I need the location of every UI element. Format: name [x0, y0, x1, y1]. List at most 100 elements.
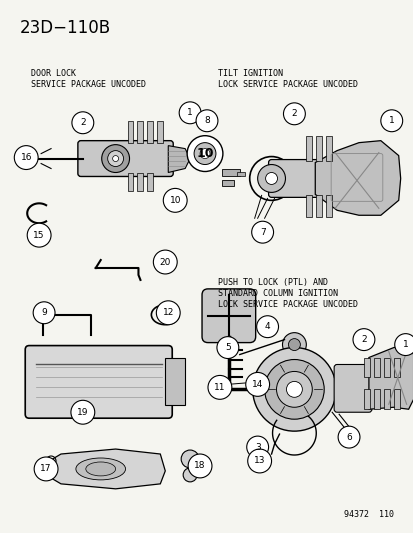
Circle shape: [112, 156, 118, 161]
Circle shape: [394, 334, 413, 356]
FancyBboxPatch shape: [202, 289, 255, 343]
Circle shape: [153, 250, 177, 274]
Text: 11: 11: [214, 383, 225, 392]
Text: 8: 8: [204, 116, 209, 125]
Bar: [137, 121, 143, 143]
Circle shape: [247, 449, 271, 473]
FancyBboxPatch shape: [333, 365, 371, 412]
Text: 19: 19: [77, 408, 88, 417]
Circle shape: [257, 165, 285, 192]
Circle shape: [264, 360, 323, 419]
Circle shape: [183, 468, 197, 482]
Bar: [325, 136, 331, 160]
Circle shape: [188, 454, 211, 478]
Bar: [316, 136, 321, 160]
Polygon shape: [39, 449, 165, 489]
Text: 23D−110B: 23D−110B: [19, 19, 110, 37]
Circle shape: [352, 329, 374, 351]
Text: 18: 18: [194, 462, 205, 471]
Circle shape: [207, 375, 231, 399]
Circle shape: [252, 348, 335, 431]
Text: 1: 1: [388, 116, 394, 125]
FancyBboxPatch shape: [25, 345, 172, 418]
Circle shape: [282, 333, 306, 357]
Bar: [137, 173, 143, 191]
Circle shape: [337, 426, 359, 448]
Bar: [147, 121, 153, 143]
Text: 2: 2: [80, 118, 85, 127]
Circle shape: [256, 316, 278, 337]
Text: 2: 2: [291, 109, 297, 118]
Text: 1: 1: [402, 340, 408, 349]
Bar: [165, 358, 185, 405]
Bar: [157, 121, 163, 143]
Circle shape: [380, 110, 402, 132]
Bar: [383, 358, 389, 377]
Text: 14: 14: [252, 380, 263, 389]
Circle shape: [251, 221, 273, 243]
Circle shape: [288, 338, 300, 351]
Circle shape: [156, 301, 180, 325]
Text: 13: 13: [253, 456, 265, 465]
Bar: [221, 181, 233, 187]
Circle shape: [102, 144, 129, 173]
Text: 94372  110: 94372 110: [343, 510, 393, 519]
Circle shape: [199, 149, 209, 158]
Text: 4: 4: [264, 322, 270, 331]
Bar: [363, 389, 369, 409]
Circle shape: [216, 337, 238, 359]
Circle shape: [265, 173, 277, 184]
Text: 1: 1: [187, 108, 192, 117]
Polygon shape: [168, 146, 190, 173]
Circle shape: [24, 154, 34, 164]
Circle shape: [245, 373, 269, 397]
Text: TILT IGNITION: TILT IGNITION: [217, 69, 282, 78]
Bar: [373, 389, 379, 409]
FancyBboxPatch shape: [78, 141, 173, 176]
Circle shape: [187, 136, 222, 172]
Text: 15: 15: [33, 231, 45, 240]
Text: 2: 2: [360, 335, 366, 344]
Text: 6: 6: [345, 433, 351, 442]
FancyBboxPatch shape: [268, 159, 318, 197]
Circle shape: [181, 450, 199, 468]
Circle shape: [27, 223, 51, 247]
Polygon shape: [368, 345, 413, 409]
Text: 17: 17: [40, 464, 52, 473]
Circle shape: [33, 302, 55, 324]
Bar: [221, 168, 239, 176]
Bar: [383, 389, 389, 409]
Bar: [236, 173, 244, 176]
Text: SERVICE PACKAGE UNCODED: SERVICE PACKAGE UNCODED: [31, 80, 146, 89]
Circle shape: [179, 102, 201, 124]
Bar: [373, 358, 379, 377]
Bar: [325, 196, 331, 217]
Text: DOOR LOCK: DOOR LOCK: [31, 69, 76, 78]
Polygon shape: [315, 141, 400, 215]
Bar: [363, 358, 369, 377]
Circle shape: [163, 188, 187, 212]
Circle shape: [283, 103, 305, 125]
Circle shape: [34, 457, 58, 481]
Bar: [306, 196, 311, 217]
Text: 16: 16: [20, 153, 32, 162]
Bar: [147, 173, 153, 191]
Text: 7: 7: [259, 228, 265, 237]
Text: 10: 10: [169, 196, 180, 205]
Bar: [306, 136, 311, 160]
Circle shape: [194, 143, 216, 165]
Circle shape: [196, 110, 217, 132]
Text: 20: 20: [159, 257, 171, 266]
Circle shape: [72, 112, 93, 134]
Bar: [127, 173, 133, 191]
Ellipse shape: [76, 458, 125, 480]
Circle shape: [286, 382, 301, 397]
Circle shape: [276, 372, 311, 407]
Bar: [316, 196, 321, 217]
Text: PUSH TO LOCK (PTL) AND: PUSH TO LOCK (PTL) AND: [217, 278, 327, 287]
Circle shape: [107, 151, 123, 166]
Text: STANDARD COLUMN IGNITION: STANDARD COLUMN IGNITION: [217, 289, 337, 298]
Bar: [393, 358, 399, 377]
Circle shape: [71, 400, 95, 424]
Circle shape: [246, 436, 268, 458]
